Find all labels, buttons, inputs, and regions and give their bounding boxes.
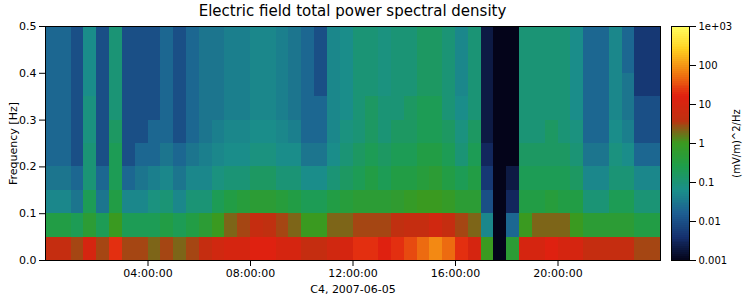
svg-text:(mV/m)^2/Hz: (mV/m)^2/Hz	[731, 109, 742, 177]
svg-text:100: 100	[699, 60, 718, 71]
svg-text:20:00:00: 20:00:00	[533, 267, 582, 280]
svg-text:10: 10	[699, 99, 712, 110]
svg-text:0.01: 0.01	[699, 216, 721, 227]
svg-text:0.1: 0.1	[19, 207, 37, 220]
svg-text:04:00:00: 04:00:00	[123, 267, 172, 280]
svg-text:0.1: 0.1	[699, 177, 715, 188]
svg-text:1: 1	[699, 138, 705, 149]
svg-text:0.0: 0.0	[19, 254, 37, 267]
svg-text:Frequency [Hz]: Frequency [Hz]	[7, 102, 20, 185]
svg-text:0.2: 0.2	[19, 160, 37, 173]
svg-text:16:00:00: 16:00:00	[431, 267, 480, 280]
svg-text:1e+03: 1e+03	[699, 21, 733, 32]
svg-text:C4, 2007-06-05: C4, 2007-06-05	[310, 283, 396, 296]
html-text:Electric field total power spe: Electric field total power spectral dens…	[198, 2, 507, 20]
svg-text:12:00:00: 12:00:00	[328, 267, 377, 280]
svg-text:0.4: 0.4	[19, 67, 37, 80]
svg-text:0.001: 0.001	[699, 255, 728, 266]
svg-text:0.3: 0.3	[19, 114, 37, 127]
svg-text:0.5: 0.5	[19, 20, 37, 33]
svg-text:08:00:00: 08:00:00	[226, 267, 275, 280]
